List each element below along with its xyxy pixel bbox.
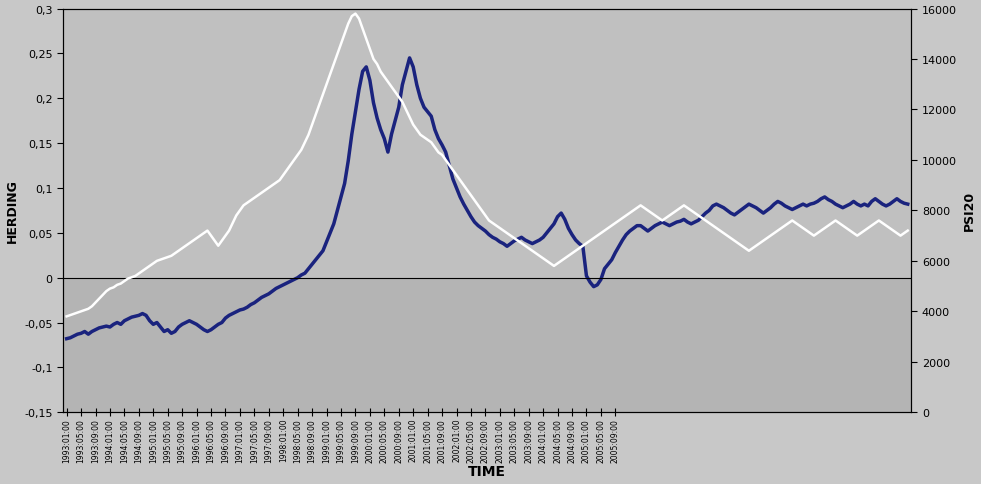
Y-axis label: PSI20: PSI20 — [962, 191, 975, 231]
X-axis label: TIME: TIME — [468, 465, 506, 479]
Y-axis label: HERDING: HERDING — [6, 179, 19, 243]
Bar — [63, 278, 911, 412]
